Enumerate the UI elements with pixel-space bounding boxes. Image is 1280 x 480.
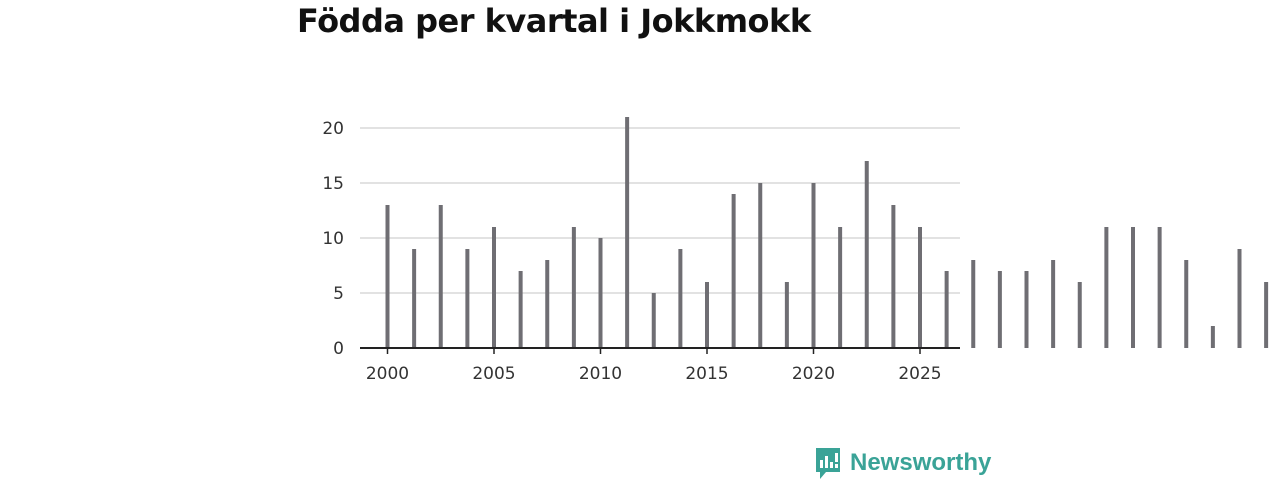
- x-tick-label: 2025: [898, 364, 941, 384]
- bar: [891, 205, 896, 348]
- bar: [864, 161, 869, 348]
- bar: [997, 271, 1002, 348]
- bar: [545, 260, 550, 348]
- bar: [1131, 227, 1135, 348]
- x-tick-label: 2000: [366, 364, 409, 384]
- bar: [598, 238, 603, 348]
- bar: [971, 260, 976, 348]
- bar: [412, 249, 417, 348]
- bar-chart: 0 5 10 15 20 8 2000 2005 2010 2015 2020 2025: [322, 117, 1269, 384]
- bar: [1077, 282, 1082, 348]
- bar-chart-bubble-icon: [816, 448, 840, 479]
- x-tick-label: 2005: [472, 364, 515, 384]
- bar: [1264, 282, 1269, 348]
- brand-name: Newsworthy: [850, 449, 992, 476]
- bar: [1184, 260, 1189, 348]
- bar: [1024, 271, 1029, 348]
- bar: [811, 183, 816, 348]
- y-tick-label: 0: [333, 339, 344, 359]
- bars: 8: [385, 117, 1269, 348]
- bar: [1210, 326, 1215, 348]
- axes: 2000 2005 2010 2015 2020 2025: [360, 347, 960, 384]
- bar: [838, 227, 843, 348]
- x-tick-label: 2010: [579, 364, 622, 384]
- bar: [1237, 249, 1242, 348]
- bar: [651, 293, 656, 348]
- bar: [492, 227, 496, 348]
- bar: [1157, 227, 1162, 348]
- bar: [731, 194, 736, 348]
- bar: [1051, 260, 1056, 348]
- chart-title: Födda per kvartal i Jokkmokk: [297, 2, 811, 40]
- brand-logo: Newsworthy: [814, 446, 991, 480]
- bar: [678, 249, 683, 348]
- y-tick-label: 10: [322, 229, 344, 249]
- y-tick-label: 15: [322, 174, 344, 194]
- bar: [518, 271, 523, 348]
- gridlines: 0 5 10 15 20: [322, 119, 960, 359]
- y-tick-label: 5: [333, 284, 344, 304]
- bar: [625, 117, 630, 348]
- bar: [758, 183, 763, 348]
- bar: [944, 271, 949, 348]
- bar: [705, 282, 709, 348]
- x-tick-label: 2020: [792, 364, 835, 384]
- bar: [918, 227, 922, 348]
- bar: [784, 282, 789, 348]
- bar: [438, 205, 443, 348]
- bar: [385, 205, 390, 348]
- bar: [1104, 227, 1109, 348]
- y-tick-label: 20: [322, 119, 344, 139]
- bar: [465, 249, 470, 348]
- bar: [571, 227, 576, 348]
- x-tick-label: 2015: [685, 364, 728, 384]
